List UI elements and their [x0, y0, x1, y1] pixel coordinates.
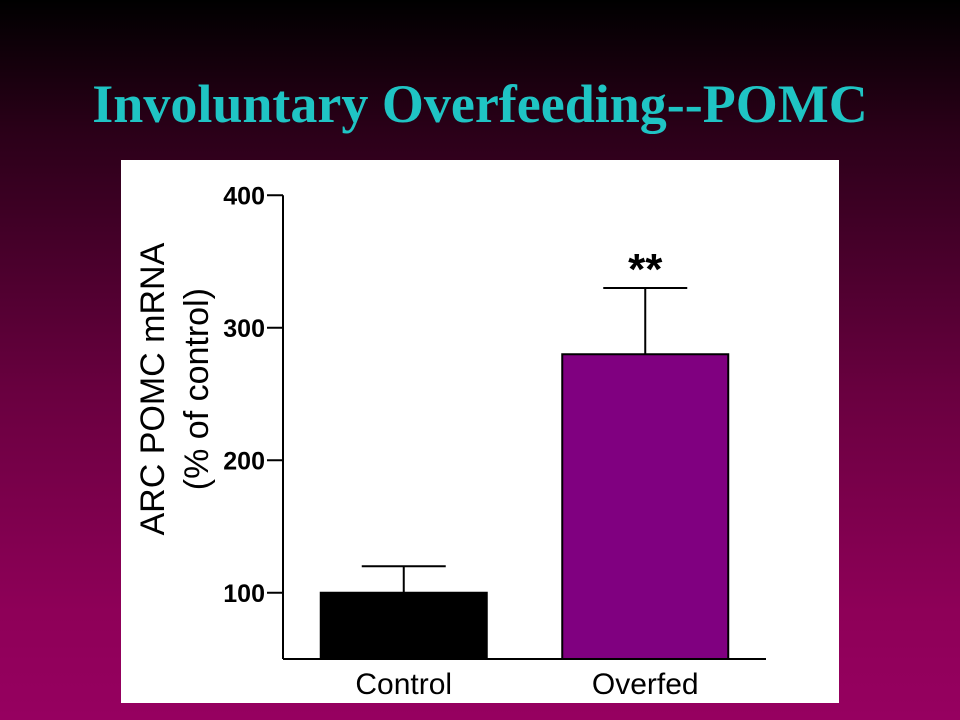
annotations: **: [628, 245, 663, 294]
category-label-control: Control: [355, 668, 452, 701]
y-tick-label-100: 100: [223, 580, 265, 608]
chart-panel: ARC POMC mRNA (% of control) 100 200 300 400…: [121, 160, 839, 703]
bar-control: [319, 591, 488, 660]
y-ticks: 100 200 300 400: [223, 182, 283, 608]
bar-overfed: [561, 353, 730, 660]
y-axis-label: ARC POMC mRNA (% of control): [134, 242, 216, 535]
significance-marker: **: [628, 245, 663, 294]
error-bars: [361, 287, 688, 593]
bar-chart: ARC POMC mRNA (% of control) 100 200 300 400…: [134, 182, 766, 701]
y-tick-label-200: 200: [223, 447, 265, 475]
slide-title: Involuntary Overfeeding--POMC: [92, 74, 868, 134]
y-axis-label-line-2: (% of control): [178, 288, 216, 490]
category-label-overfed: Overfed: [592, 668, 699, 701]
bars: [319, 353, 730, 660]
y-tick-label-300: 300: [223, 315, 265, 343]
y-tick-label-400: 400: [223, 182, 265, 210]
y-axis-label-line-1: ARC POMC mRNA: [134, 242, 172, 535]
category-labels: Control Overfed: [355, 668, 698, 701]
